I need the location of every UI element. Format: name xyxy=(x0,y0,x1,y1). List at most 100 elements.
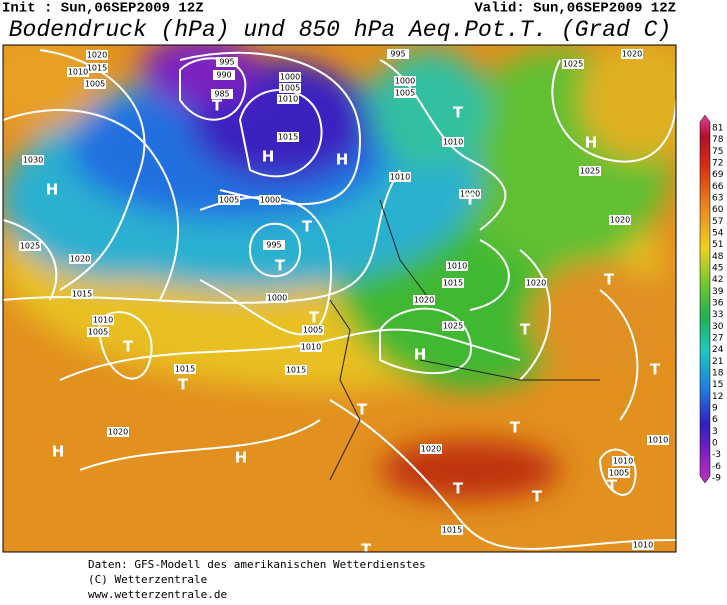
pressure-label: 1010 xyxy=(648,436,668,445)
color-bar-label: 39 xyxy=(712,287,724,297)
pressure-label-box xyxy=(216,57,238,67)
color-bar-label: 60 xyxy=(712,205,724,215)
map-title: Bodendruck (hPa) und 850 hPa Aeq.Pot.T. … xyxy=(9,17,672,43)
pressure-center: T xyxy=(604,271,615,289)
pressure-center: T xyxy=(361,541,372,559)
pressure-label: 1010 xyxy=(68,68,88,77)
pressure-label: 1000 xyxy=(267,294,287,303)
pressure-label: 995 xyxy=(219,58,234,67)
pressure-label-box xyxy=(562,59,584,69)
pressure-label-box xyxy=(218,195,240,205)
pressure-label: 1000 xyxy=(260,196,280,205)
pressure-label: 995 xyxy=(266,241,281,250)
pressure-label: 995 xyxy=(390,50,405,59)
pressure-label-box xyxy=(300,342,322,352)
pressure-center: T xyxy=(607,477,618,495)
pressure-label: 1015 xyxy=(175,365,195,374)
pressure-label-box xyxy=(263,240,285,250)
pressure-label: 1005 xyxy=(219,196,239,205)
pressure-label-box xyxy=(420,444,442,454)
color-bar-label: 57 xyxy=(712,217,723,227)
valid-time: Valid: Sun,06SEP2009 12Z xyxy=(474,1,676,17)
pressure-label-box xyxy=(69,254,91,264)
pressure-label-box xyxy=(211,89,233,99)
pressure-label-box xyxy=(84,79,106,89)
pressure-label: 1015 xyxy=(87,64,107,73)
color-bar-label: 69 xyxy=(712,170,724,180)
color-bar-label: 24 xyxy=(712,345,724,355)
map: 1020101510101005995990985100010051010101… xyxy=(3,45,676,559)
pressure-label-box xyxy=(279,83,301,93)
footer-line: Daten: GFS-Modell des amerikanischen Wet… xyxy=(88,558,426,571)
color-bar-label: 9 xyxy=(712,404,718,414)
pressure-label: 1025 xyxy=(563,60,583,69)
pressure-label-box xyxy=(302,325,324,335)
pressure-label: 1005 xyxy=(280,84,300,93)
pressure-label-box xyxy=(277,132,299,142)
color-bar-label: 54 xyxy=(712,229,724,239)
color-bar-label: 3 xyxy=(712,427,718,437)
pressure-label: 1010 xyxy=(447,262,467,271)
pressure-label-box xyxy=(647,435,669,445)
pressure-center: T xyxy=(650,361,661,379)
pressure-label: 985 xyxy=(214,90,229,99)
pressure-label-box xyxy=(394,88,416,98)
pressure-center: H xyxy=(262,148,275,166)
pressure-label-box xyxy=(71,289,93,299)
pressure-label: 1010 xyxy=(633,541,653,550)
pressure-label: 1005 xyxy=(609,469,629,478)
pressure-label-box xyxy=(19,241,41,251)
pressure-center: T xyxy=(309,309,320,327)
pressure-label: 1010 xyxy=(301,343,321,352)
pressure-label: 1015 xyxy=(72,290,92,299)
map-frame xyxy=(2,44,677,553)
footer-line: www.wetterzentrale.de xyxy=(88,588,227,600)
pressure-label-box xyxy=(442,137,464,147)
pressure-center: T xyxy=(510,419,521,437)
footer-line: (C) Wetterzentrale xyxy=(88,573,207,586)
color-bar-label: 72 xyxy=(712,159,723,169)
pressure-label: 1015 xyxy=(286,366,306,375)
color-bar-label: 0 xyxy=(712,439,718,449)
pressure-label-box xyxy=(86,50,108,60)
pressure-label-box xyxy=(266,293,288,303)
color-bar-label: 66 xyxy=(712,182,724,192)
pressure-label: 1020 xyxy=(622,50,642,59)
pressure-label: 1005 xyxy=(303,326,323,335)
pressure-center: T xyxy=(302,218,313,236)
pressure-label: 1000 xyxy=(460,190,480,199)
pressure-label: 1010 xyxy=(278,95,298,104)
pressure-label-box xyxy=(632,540,654,550)
color-bar-label: 15 xyxy=(712,380,723,390)
pressure-label-box xyxy=(285,365,307,375)
pressure-center: T xyxy=(212,97,223,115)
color-bar-label: 30 xyxy=(712,322,724,332)
pressure-label: 990 xyxy=(216,71,231,80)
color-bar-label: 33 xyxy=(712,310,723,320)
pressure-center: T xyxy=(123,338,134,356)
pressure-label-box xyxy=(621,49,643,59)
pressure-label: 1020 xyxy=(610,216,630,225)
pressure-label-box xyxy=(394,76,416,86)
pressure-label: 1010 xyxy=(93,316,113,325)
pressure-label: 1000 xyxy=(395,77,415,86)
color-bar-label: -6 xyxy=(712,462,721,472)
pressure-center: T xyxy=(453,104,464,122)
pressure-label-box xyxy=(213,70,235,80)
pressure-center: H xyxy=(52,443,65,461)
pressure-label-box xyxy=(67,67,89,77)
color-bar-label: 51 xyxy=(712,240,723,250)
pressure-center: H xyxy=(46,181,59,199)
pressure-center: H xyxy=(235,449,248,467)
pressure-label: 1000 xyxy=(280,73,300,82)
color-bar-label: 21 xyxy=(712,357,723,367)
pressure-label: 1010 xyxy=(390,173,410,182)
pressure-label: 1025 xyxy=(20,242,40,251)
pressure-label: 1020 xyxy=(414,296,434,305)
color-bar-label: 81 xyxy=(712,124,723,134)
color-bar-label: 12 xyxy=(712,392,723,402)
pressure-label-box xyxy=(389,172,411,182)
pressure-center: H xyxy=(414,346,427,364)
pressure-center: T xyxy=(520,321,531,339)
color-bar-label: 48 xyxy=(712,252,724,262)
